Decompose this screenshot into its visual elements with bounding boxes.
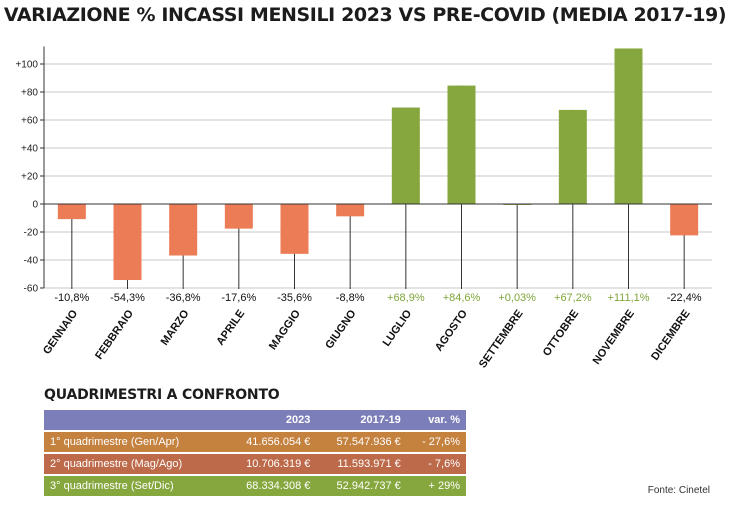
x-tick-label: OTTOBRE bbox=[541, 308, 582, 359]
row-value-2017-19: 52.942.737 € bbox=[316, 475, 407, 498]
quarter-comparison-table: 2023 2017-19 var. % 1° quadrimestre (Gen… bbox=[44, 410, 466, 498]
data-label: -35,6% bbox=[277, 292, 312, 304]
x-tick-label: AGOSTO bbox=[433, 307, 470, 353]
x-tick-label: MARZO bbox=[159, 307, 192, 347]
x-tick-label: GIUGNO bbox=[323, 307, 359, 351]
bar bbox=[280, 204, 309, 254]
x-tick-label: FEBBRAIO bbox=[93, 307, 136, 361]
y-tick-label: +100 bbox=[15, 60, 38, 71]
row-label: 3° quadrimestre (Set/Dic) bbox=[44, 475, 226, 498]
row-label: 1° quadrimestre (Gen/Apr) bbox=[44, 431, 226, 454]
data-label: -22,4% bbox=[667, 292, 702, 304]
bar-chart: -60 -40 -20 0 +20 +40 +60 +80 +100 -10,8% GENNAIO -… bbox=[15, 46, 712, 370]
table-header-var: var. % bbox=[406, 410, 466, 432]
y-tick-label: +60 bbox=[21, 116, 38, 127]
bar bbox=[336, 204, 365, 217]
x-tick-label: NOVEMBRE bbox=[591, 308, 637, 367]
data-label: +67,2% bbox=[554, 292, 592, 304]
table-header-2023: 2023 bbox=[226, 410, 317, 432]
x-tick-label: LUGLIO bbox=[381, 307, 415, 348]
y-tick-label: -60 bbox=[24, 284, 39, 295]
row-value-2017-19: 11.593.971 € bbox=[316, 453, 407, 476]
chart-title: VARIAZIONE % INCASSI MENSILI 2023 VS PRE… bbox=[3, 4, 727, 26]
row-variation: + 29% bbox=[406, 475, 466, 498]
table-header-row: 2023 2017-19 var. % bbox=[44, 410, 466, 432]
table-row: 3° quadrimestre (Set/Dic) 68.334.308 € 5… bbox=[44, 475, 466, 498]
bar bbox=[57, 204, 86, 220]
bar bbox=[169, 204, 198, 256]
data-label: +111,1% bbox=[607, 292, 649, 304]
y-tick-label: +20 bbox=[21, 172, 38, 183]
table-row: 1° quadrimestre (Gen/Apr) 41.656.054 € 5… bbox=[44, 431, 466, 454]
y-tick-label: +80 bbox=[21, 88, 38, 99]
source-note: Fonte: Cinetel bbox=[647, 485, 710, 496]
data-label: +0,03% bbox=[498, 292, 536, 304]
x-tick-label: DICEMBRE bbox=[649, 308, 692, 363]
data-label: +68,9% bbox=[387, 292, 425, 304]
bar bbox=[447, 85, 476, 204]
y-tick-label: -40 bbox=[24, 256, 39, 267]
y-tick-label: +40 bbox=[21, 144, 38, 155]
row-variation: - 7,6% bbox=[406, 453, 466, 476]
x-tick-label: MAGGIO bbox=[267, 307, 303, 352]
y-tick-label: 0 bbox=[32, 200, 38, 211]
table-title: QUADRIMESTRI A CONFRONTO bbox=[44, 387, 280, 403]
y-tick-label: -20 bbox=[24, 228, 39, 239]
row-value-2023: 68.334.308 € bbox=[226, 475, 317, 498]
data-label: +84,6% bbox=[443, 292, 481, 304]
bar bbox=[113, 204, 142, 281]
bar bbox=[670, 204, 699, 236]
data-label: -8,8% bbox=[336, 292, 365, 304]
table-row: 2° quadrimestre (Mag/Ago) 10.706.319 € 1… bbox=[44, 453, 466, 476]
row-variation: - 27,6% bbox=[406, 431, 466, 454]
table-header-empty bbox=[44, 410, 226, 432]
bar bbox=[391, 107, 420, 204]
x-tick-label: SETTEMBRE bbox=[477, 308, 526, 370]
data-label: -10,8% bbox=[54, 292, 89, 304]
row-value-2023: 41.656.054 € bbox=[226, 431, 317, 454]
bar bbox=[558, 109, 587, 204]
data-label: -36,8% bbox=[166, 292, 201, 304]
row-value-2017-19: 57.547.936 € bbox=[316, 431, 407, 454]
row-value-2023: 10.706.319 € bbox=[226, 453, 317, 476]
table-header-2017-19: 2017-19 bbox=[316, 410, 407, 432]
bar bbox=[224, 204, 253, 229]
row-label: 2° quadrimestre (Mag/Ago) bbox=[44, 453, 226, 476]
bar bbox=[614, 48, 643, 205]
x-tick-label: GENNAIO bbox=[41, 307, 81, 356]
data-label: -54,3% bbox=[110, 292, 145, 304]
x-tick-label: APRILE bbox=[214, 308, 247, 348]
data-label: -17,6% bbox=[221, 292, 256, 304]
